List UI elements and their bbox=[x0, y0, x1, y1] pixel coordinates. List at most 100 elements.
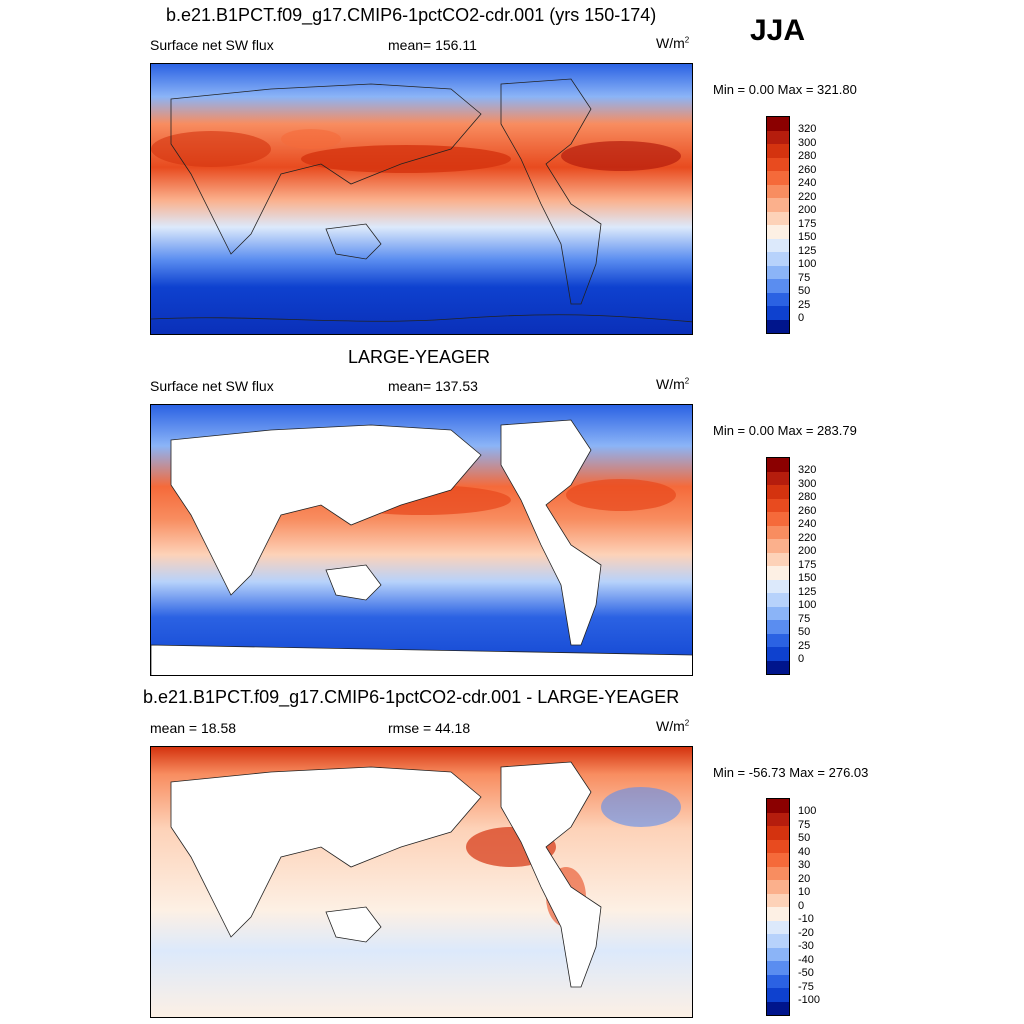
panel-3-center-label: rmse = 44.18 bbox=[388, 720, 471, 736]
colorbar-tick-label: 25 bbox=[798, 298, 811, 311]
colorbar-tick-label: 50 bbox=[798, 832, 811, 844]
colorbar-swatch bbox=[767, 252, 789, 266]
colorbar-swatch bbox=[767, 579, 789, 593]
colorbar-swatch bbox=[767, 265, 789, 279]
colorbar-tick-label: 125 bbox=[798, 585, 817, 598]
colorbar-swatch bbox=[767, 211, 789, 225]
colorbar-swatch bbox=[767, 866, 789, 880]
colorbar-tick-label: -30 bbox=[798, 940, 814, 952]
colorbar-tick-label: 40 bbox=[798, 845, 811, 858]
panel-2-minmax: Min = 0.00 Max = 283.79 bbox=[713, 423, 857, 438]
panel-2-land-australia bbox=[325, 564, 382, 601]
colorbar-swatch bbox=[767, 552, 789, 566]
season-label: JJA bbox=[750, 14, 806, 47]
colorbar-tick-label: -10 bbox=[798, 913, 814, 925]
panel-3-map bbox=[150, 746, 693, 1018]
colorbar-swatch bbox=[767, 947, 789, 961]
panel-3-land-eurasia-africa bbox=[170, 766, 482, 938]
colorbar-swatch bbox=[767, 826, 789, 840]
panel-2-title: LARGE-YEAGER bbox=[348, 347, 491, 367]
panel-1-coastline-antarctica bbox=[151, 314, 692, 323]
colorbar-tick-label: 260 bbox=[798, 504, 817, 517]
colorbar-swatch bbox=[767, 593, 789, 607]
colorbar-swatch bbox=[767, 920, 789, 934]
colorbar-tick-label: 125 bbox=[798, 244, 817, 257]
colorbar-swatch bbox=[767, 988, 789, 1002]
panel-3-land-americas bbox=[500, 761, 602, 988]
panel-1-minmax: Min = 0.00 Max = 321.80 bbox=[713, 82, 857, 97]
colorbar-tick-label: 10 bbox=[798, 886, 811, 898]
panel-3-colorbar bbox=[766, 798, 790, 1016]
colorbar-tick-label: 20 bbox=[798, 872, 811, 885]
colorbar-swatch bbox=[767, 498, 789, 512]
panel-3-minmax: Min = -56.73 Max = 276.03 bbox=[713, 765, 869, 780]
colorbar-swatch bbox=[767, 606, 789, 620]
panel-3-left-label: mean = 18.58 bbox=[150, 720, 237, 736]
colorbar-tick-label: -50 bbox=[798, 967, 814, 979]
colorbar-tick-label: 30 bbox=[798, 859, 811, 871]
colorbar-tick-label: 100 bbox=[798, 805, 817, 817]
colorbar-tick-label: -100 bbox=[798, 994, 821, 1006]
colorbar-swatch bbox=[767, 812, 789, 826]
colorbar-tick-label: 200 bbox=[798, 204, 817, 216]
panel-1-units: W/m2 bbox=[656, 35, 690, 51]
colorbar-tick-label: 75 bbox=[798, 818, 811, 831]
colorbar-swatch bbox=[767, 184, 789, 198]
colorbar-swatch bbox=[767, 306, 789, 320]
colorbar-tick-label: -75 bbox=[798, 980, 814, 993]
colorbar-swatch bbox=[767, 238, 789, 252]
panel-2-units: W/m2 bbox=[656, 376, 690, 392]
panel-1-map bbox=[150, 63, 693, 335]
colorbar-tick-label: 75 bbox=[798, 612, 811, 625]
colorbar-tick-label: 220 bbox=[798, 190, 817, 203]
panel-1-center-label: mean= 156.11 bbox=[388, 37, 477, 53]
colorbar-tick-label: 100 bbox=[798, 258, 817, 270]
colorbar-tick-label: 175 bbox=[798, 217, 817, 230]
colorbar-swatch bbox=[767, 279, 789, 293]
colorbar-tick-label: 50 bbox=[798, 285, 811, 297]
colorbar-swatch bbox=[767, 485, 789, 499]
colorbar-swatch bbox=[767, 117, 789, 131]
colorbar-tick-label: 50 bbox=[798, 626, 811, 638]
panel-3-title: b.e21.B1PCT.f09_g17.CMIP6-1pctCO2-cdr.00… bbox=[143, 687, 680, 707]
colorbar-swatch bbox=[767, 620, 789, 634]
colorbar-swatch bbox=[767, 660, 789, 674]
panel-1-coastline-eurasia-africa bbox=[170, 83, 482, 255]
colorbar-tick-label: 25 bbox=[798, 639, 811, 652]
panel-3-units: W/m2 bbox=[656, 718, 690, 734]
panel-2-left-label: Surface net SW flux bbox=[150, 378, 274, 394]
panel-2-land-eurasia-africa bbox=[170, 424, 482, 596]
colorbar-swatch bbox=[767, 647, 789, 661]
colorbar-tick-label: 260 bbox=[798, 163, 817, 176]
colorbar-tick-label: 175 bbox=[798, 558, 817, 571]
panel-2-center-label: mean= 137.53 bbox=[388, 378, 478, 394]
colorbar-tick-label: 200 bbox=[798, 545, 817, 557]
panel-2-map bbox=[150, 404, 693, 676]
colorbar-tick-label: -40 bbox=[798, 953, 814, 966]
panel-1-coastline-americas bbox=[500, 78, 602, 305]
colorbar-tick-label: 150 bbox=[798, 231, 817, 243]
colorbar-swatch bbox=[767, 292, 789, 306]
colorbar-swatch bbox=[767, 319, 789, 333]
colorbar-swatch bbox=[767, 974, 789, 988]
colorbar-swatch bbox=[767, 525, 789, 539]
colorbar-swatch bbox=[767, 566, 789, 580]
colorbar-swatch bbox=[767, 633, 789, 647]
colorbar-tick-label: 280 bbox=[798, 491, 817, 503]
panel-2-land-americas bbox=[500, 419, 602, 646]
colorbar-tick-label: 320 bbox=[798, 123, 817, 135]
colorbar-tick-label: 150 bbox=[798, 572, 817, 584]
colorbar-swatch bbox=[767, 880, 789, 894]
colorbar-tick-label: 75 bbox=[798, 271, 811, 284]
colorbar-tick-label: 320 bbox=[798, 464, 817, 476]
colorbar-swatch bbox=[767, 799, 789, 813]
colorbar-swatch bbox=[767, 1001, 789, 1015]
panel-3-land-australia bbox=[325, 906, 382, 943]
colorbar-tick-label: 240 bbox=[798, 177, 817, 189]
colorbar-swatch bbox=[767, 961, 789, 975]
colorbar-tick-label: 100 bbox=[798, 599, 817, 611]
panel-2-colorbar bbox=[766, 457, 790, 675]
panel-2-land-antarctica bbox=[151, 644, 692, 675]
colorbar-swatch bbox=[767, 893, 789, 907]
colorbar-tick-label: 0 bbox=[798, 312, 805, 324]
